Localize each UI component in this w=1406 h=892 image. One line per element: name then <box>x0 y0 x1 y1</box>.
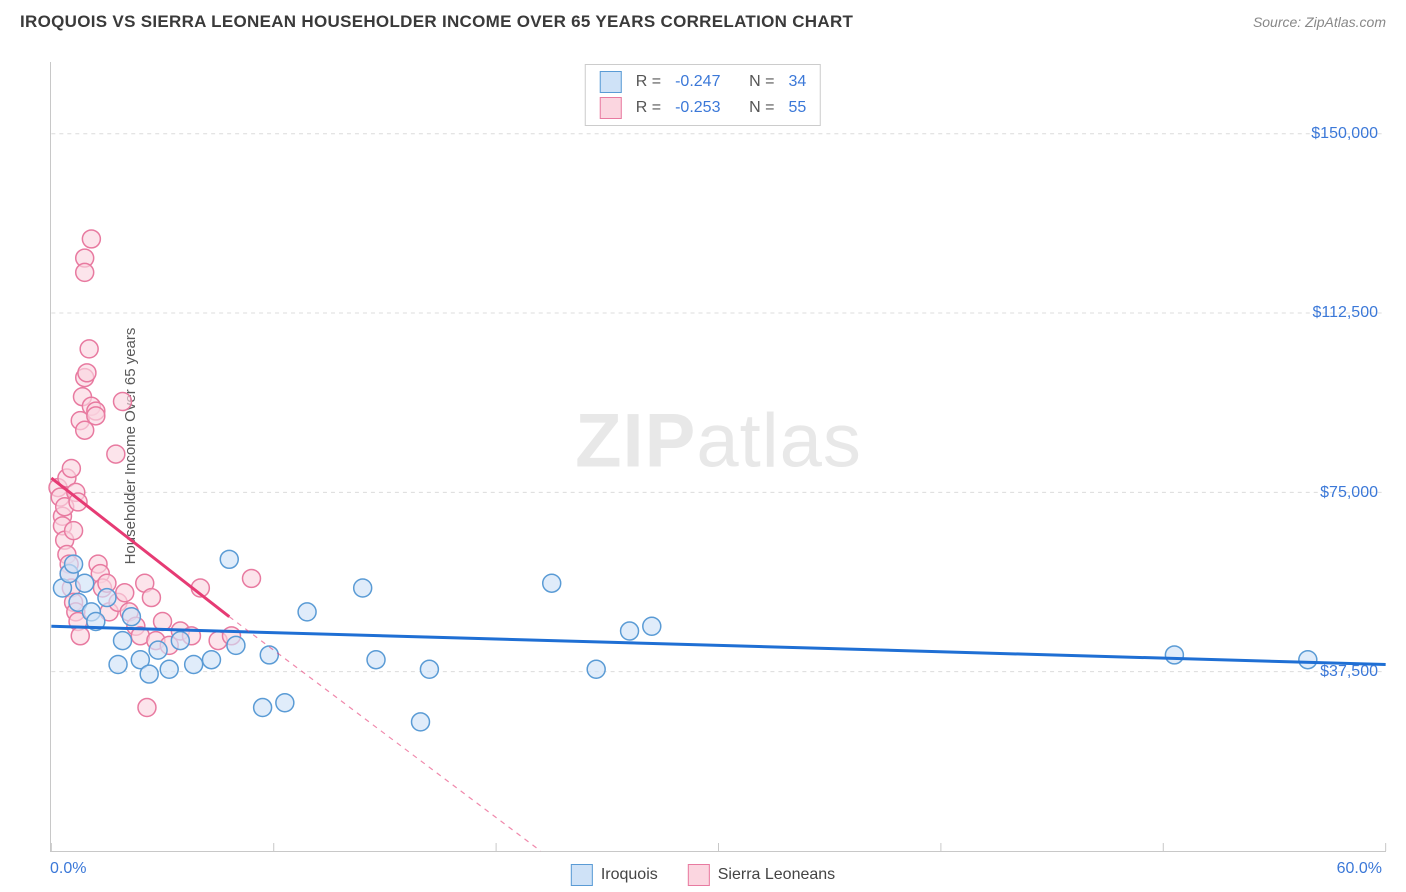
legend-stats-row: R = -0.253 N = 55 <box>600 95 806 121</box>
r-value: -0.253 <box>675 99 735 117</box>
n-value: 34 <box>788 73 806 91</box>
n-value: 55 <box>788 99 806 117</box>
y-tick-label: $37,500 <box>1320 663 1378 681</box>
r-label: R = <box>636 73 661 91</box>
chart-title: IROQUOIS VS SIERRA LEONEAN HOUSEHOLDER I… <box>20 12 853 32</box>
y-tick-label: $150,000 <box>1311 125 1378 143</box>
legend-label: Sierra Leoneans <box>718 866 835 884</box>
x-legend-item: Sierra Leoneans <box>688 864 835 886</box>
x-axis-min-label: 0.0% <box>50 860 86 878</box>
legend-label: Iroquois <box>601 866 658 884</box>
x-legend: Iroquois Sierra Leoneans <box>571 864 835 886</box>
y-tick-label: $75,000 <box>1320 484 1378 502</box>
legend-stats-row: R = -0.247 N = 34 <box>600 69 806 95</box>
chart-header: IROQUOIS VS SIERRA LEONEAN HOUSEHOLDER I… <box>0 0 1406 40</box>
chart-plot-area: ZIPatlas $37,500$75,000$112,500$150,000 <box>50 62 1386 852</box>
r-label: R = <box>636 99 661 117</box>
chart-source: Source: ZipAtlas.com <box>1253 14 1386 30</box>
legend-swatch-sierra <box>600 97 622 119</box>
y-tick-label: $112,500 <box>1312 304 1378 322</box>
legend-swatch-iroquois <box>600 71 622 93</box>
x-axis-max-label: 60.0% <box>1337 860 1382 878</box>
legend-stats-box: R = -0.247 N = 34 R = -0.253 N = 55 <box>585 64 821 126</box>
n-label: N = <box>749 73 774 91</box>
x-legend-item: Iroquois <box>571 864 658 886</box>
r-value: -0.247 <box>675 73 735 91</box>
legend-swatch-iroquois <box>571 864 593 886</box>
chart-svg <box>51 62 1386 851</box>
n-label: N = <box>749 99 774 117</box>
legend-swatch-sierra <box>688 864 710 886</box>
